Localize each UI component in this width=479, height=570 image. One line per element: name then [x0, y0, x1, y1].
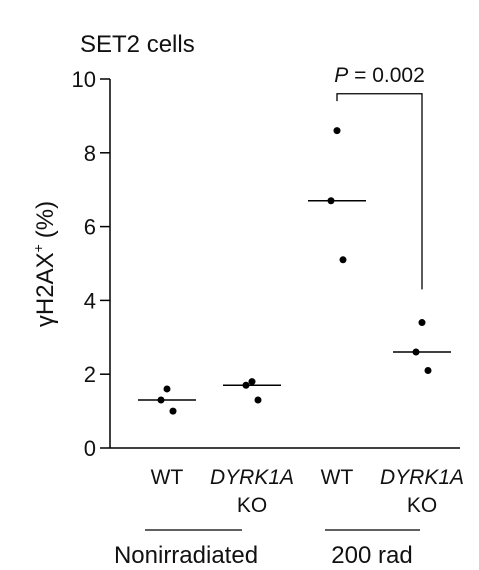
- p-value-label: P = 0.002: [334, 64, 425, 87]
- y-tick-label-10: 10: [72, 67, 96, 92]
- condition-label-1: Nonirradiated: [114, 542, 258, 569]
- y-axis-label-sup: +: [30, 244, 46, 252]
- data-point-2-3: [254, 396, 262, 404]
- data-point-4-2: [412, 348, 420, 356]
- chart-title: SET2 cells: [80, 31, 195, 58]
- data-point-4-1: [418, 319, 426, 327]
- p-value-letter: P: [334, 64, 348, 87]
- condition-label-2: 200 rad: [331, 542, 412, 569]
- y-tick-label-6: 6: [84, 215, 96, 240]
- axes: 0 2 4 6 8 10: [72, 67, 460, 461]
- data-marks: [138, 127, 451, 415]
- data-point-3-2: [327, 197, 335, 205]
- data-point-4-3: [424, 367, 432, 375]
- p-value-number: = 0.002: [348, 64, 424, 87]
- y-tick-label-8: 8: [84, 141, 96, 166]
- significance-annotation: P = 0.002: [334, 64, 425, 290]
- data-point-2-1: [248, 378, 256, 386]
- x-label-3: WT: [321, 466, 354, 489]
- x-label-1: WT: [151, 466, 184, 489]
- y-tick-label-4: 4: [84, 288, 96, 313]
- x-label-sub-2: KO: [237, 494, 267, 517]
- y-axis-label: γH2AX+ (%): [30, 201, 59, 327]
- significance-bracket: [336, 93, 423, 290]
- x-label-4: DYRK1A: [380, 466, 464, 489]
- x-axis-labels: WT DYRK1A KO WT DYRK1A KO Nonirradiated 200 rad: [114, 466, 464, 569]
- x-label-2: DYRK1A: [210, 466, 294, 489]
- data-point-1-2: [157, 396, 165, 404]
- y-tick-label-2: 2: [84, 362, 96, 387]
- x-label-sub-4: KO: [407, 494, 437, 517]
- y-axis-label-base: γH2AX: [32, 252, 59, 327]
- data-point-3-3: [339, 256, 347, 264]
- data-point-2-2: [242, 381, 250, 389]
- data-point-1-3: [169, 407, 177, 415]
- data-point-3-1: [333, 127, 341, 135]
- y-axis-label-unit: (%): [32, 201, 59, 238]
- y-tick-label-0: 0: [84, 436, 96, 461]
- data-point-1-1: [163, 385, 171, 393]
